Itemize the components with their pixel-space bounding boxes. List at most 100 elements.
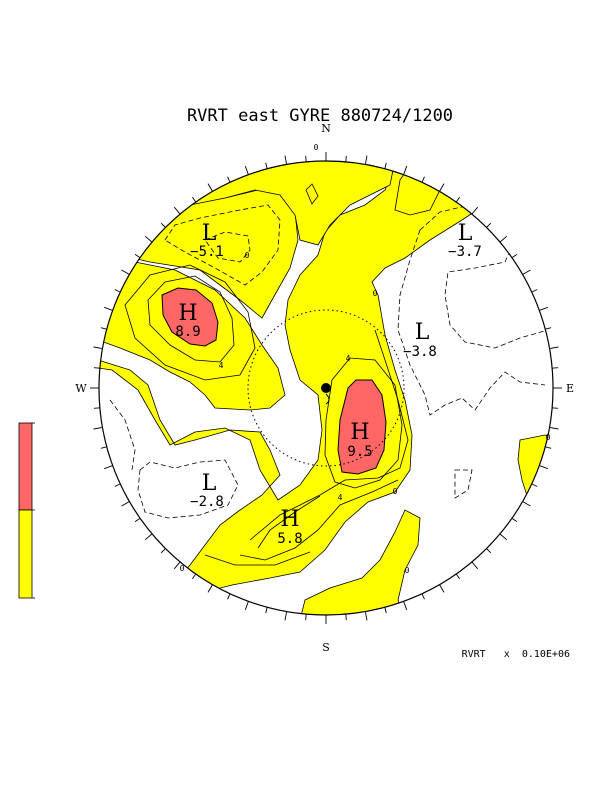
boundary-tick: [511, 254, 518, 259]
system-value-2: −3.7: [448, 244, 482, 260]
contour-label: 0: [373, 289, 378, 298]
contour-label: 0: [245, 251, 250, 260]
boundary-tick: [93, 407, 100, 409]
boundary-tick: [104, 306, 113, 311]
pole-marker-arc: [325, 393, 330, 405]
boundary-tick: [305, 155, 307, 162]
boundary-tick: [134, 254, 141, 259]
system-value-4: −3.8: [403, 344, 437, 360]
boundary-tick: [345, 614, 347, 621]
boundary-tick: [100, 327, 107, 330]
boundary-tick: [93, 426, 103, 430]
boundary-tick: [545, 327, 552, 330]
contour-label: 0: [393, 487, 398, 496]
boundary-tick: [549, 426, 559, 430]
latitude-circle: [247, 309, 405, 467]
system-type-4: L: [415, 320, 430, 345]
system-type-2: L: [458, 221, 473, 246]
compass-east: E: [566, 382, 574, 395]
contour-label: 4: [219, 361, 224, 370]
high-core-north: [431, 171, 456, 189]
boundary-tick: [421, 176, 425, 183]
boundary-tick: [522, 501, 531, 507]
boundary-tick: [552, 407, 559, 409]
boundary-tick: [160, 222, 166, 228]
boundary-tick: [265, 607, 268, 614]
boundary-tick: [421, 593, 425, 600]
boundary-tick: [144, 235, 153, 243]
boundary-tick: [539, 306, 548, 311]
boundary-tick: [439, 183, 445, 192]
boundary-tick: [384, 162, 387, 169]
boundary-tick: [173, 561, 181, 570]
boundary-tick: [486, 548, 492, 554]
high-core-center: [337, 379, 387, 475]
compass-south: S: [322, 641, 330, 654]
boundary-tick: [471, 206, 479, 215]
boundary-tick: [100, 446, 107, 449]
compass-north: N: [321, 122, 331, 135]
boundary-tick: [114, 483, 121, 487]
boundary-tick: [93, 346, 103, 350]
boundary-tick: [439, 584, 445, 593]
system-type-1: L: [202, 221, 217, 246]
system-type-5: H: [350, 420, 369, 445]
boundary-tick: [121, 501, 130, 507]
system-type-7: H: [280, 507, 299, 532]
contour-label: 4: [338, 493, 343, 502]
boundary-tick: [403, 166, 408, 175]
high-core-west: [161, 287, 219, 347]
boundary-tick: [531, 483, 538, 487]
boundary-tick: [511, 517, 518, 522]
boundary-tick: [114, 289, 121, 293]
positive-region-east: [517, 434, 553, 521]
boundary-tick: [499, 533, 508, 541]
boundary-tick: [305, 614, 307, 621]
boundary-tick: [384, 607, 387, 614]
units-label: RVRT x 0.10E+06: [462, 649, 570, 660]
boundary-tick: [144, 533, 153, 541]
contour-label: 0: [546, 433, 551, 442]
boundary-tick: [345, 155, 347, 162]
positive-region-south: [299, 509, 421, 615]
boundary-tick: [160, 548, 166, 554]
boundary-tick: [192, 196, 197, 203]
boundary-tick: [104, 465, 113, 470]
system-value-7: 5.8: [277, 531, 302, 547]
boundary-tick: [207, 183, 213, 192]
system-type-3: H: [178, 301, 197, 326]
system-value-3: 8.9: [175, 324, 200, 340]
boundary-tick: [265, 162, 268, 169]
boundary-tick: [227, 593, 231, 600]
boundary-ticks: [90, 152, 562, 624]
boundary-tick: [471, 561, 479, 570]
negative-contours: [109, 204, 549, 519]
boundary-tick: [455, 573, 460, 580]
legend-high-swatch: [18, 422, 33, 511]
contour-label: 0: [180, 564, 185, 573]
contour-label: 0: [405, 566, 410, 575]
boundary-tick: [403, 601, 408, 610]
boundary-tick: [192, 573, 197, 580]
legend-positive-swatch: [18, 509, 33, 599]
boundary-tick: [207, 584, 213, 593]
boundary-tick: [499, 235, 508, 243]
boundary-tick: [545, 446, 552, 449]
boundary-tick: [486, 222, 492, 228]
boundary-tick: [284, 155, 288, 165]
boundary-tick: [364, 611, 368, 621]
boundary-tick: [134, 517, 141, 522]
boundary-tick: [173, 206, 181, 215]
compass-west: W: [75, 382, 87, 395]
boundary-tick: [522, 269, 531, 275]
boundary-tick: [455, 196, 460, 203]
positive-region-band: [99, 161, 501, 593]
map-title: RVRT east GYRE 880724/1200: [187, 106, 453, 126]
boundary-tick: [364, 155, 368, 165]
system-value-6: −2.8: [190, 494, 224, 510]
boundary-tick: [539, 465, 548, 470]
system-value-5: 9.5: [347, 444, 372, 460]
boundary-tick: [244, 601, 249, 610]
boundary-tick: [284, 611, 288, 621]
contour-label: 0: [314, 143, 319, 152]
